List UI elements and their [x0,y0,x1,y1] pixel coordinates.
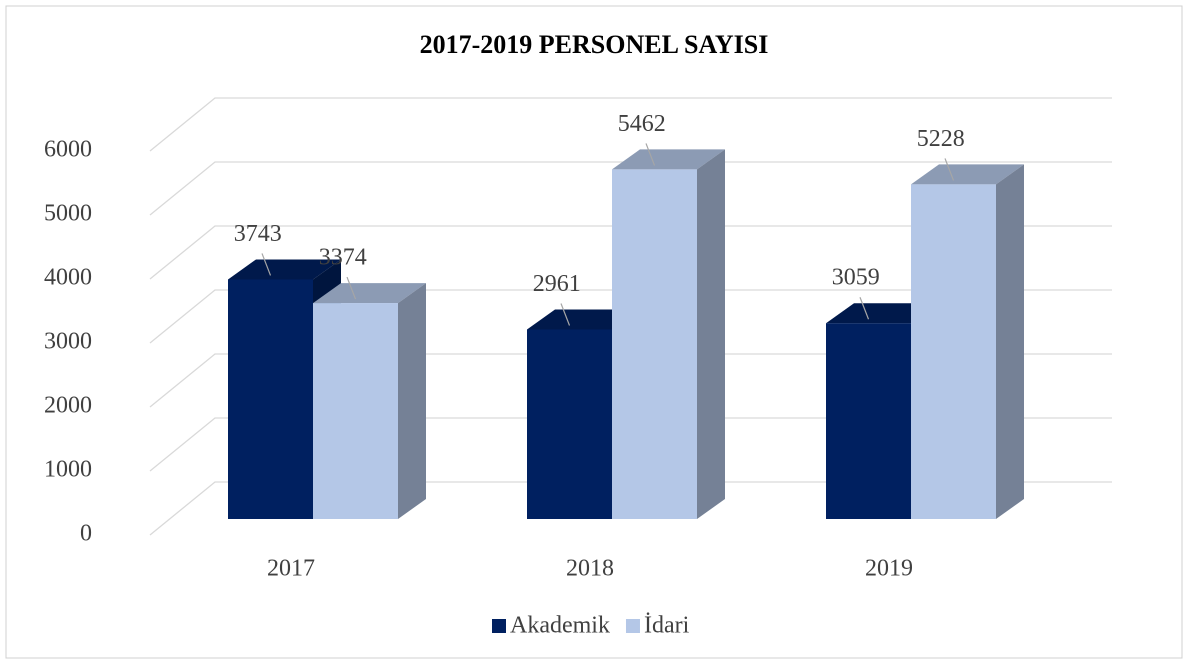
x-tick-label: 2018 [566,556,614,582]
y-tick-label: 2000 [44,393,92,419]
bar-side [697,149,725,519]
leader-line [346,276,357,300]
bar-side [996,164,1024,519]
data-label: 5462 [618,111,666,137]
bar [527,329,612,519]
x-tick-label: 2019 [865,556,913,582]
legend-swatch [625,619,640,633]
bar-top [313,283,426,304]
y-tick-label: 5000 [44,201,92,227]
grid-line [149,417,1112,472]
y-tick-label: 4000 [44,265,92,291]
data-label: 3374 [319,245,367,271]
data-label: 3059 [832,265,880,291]
grid-line [149,481,1112,536]
bar-top [612,149,725,170]
grid-line [149,97,1112,152]
data-label: 5228 [917,126,965,152]
y-tick-label: 3000 [44,329,92,355]
data-label: 3743 [234,221,282,247]
bar-top [527,309,640,330]
y-tick-label: 1000 [44,457,92,483]
leader-line [645,143,656,166]
leader-line [859,297,870,320]
grid-line [149,289,1112,344]
leader-line [261,253,272,276]
bar [826,323,911,519]
bar [612,169,697,519]
grid-line [149,353,1112,408]
legend-swatch [492,619,506,633]
grid-line [149,225,1112,280]
data-label: 2961 [533,271,581,297]
y-tick-label: 0 [80,521,92,547]
leader-line [560,303,571,326]
bar [228,279,313,519]
legend-label: Akademik [510,613,610,639]
bar-top [911,164,1024,185]
bar-side [398,283,426,519]
bar-top [228,259,341,280]
bar-top [826,303,939,324]
bar [313,303,398,519]
chart-title: 2017-2019 PERSONEL SAYISI [420,30,769,59]
grid-line [149,161,1112,216]
leader-line [944,158,955,181]
legend-label: İdari [644,613,690,639]
x-tick-label: 2017 [267,556,315,582]
bar [911,184,996,519]
y-tick-label: 6000 [44,137,92,163]
